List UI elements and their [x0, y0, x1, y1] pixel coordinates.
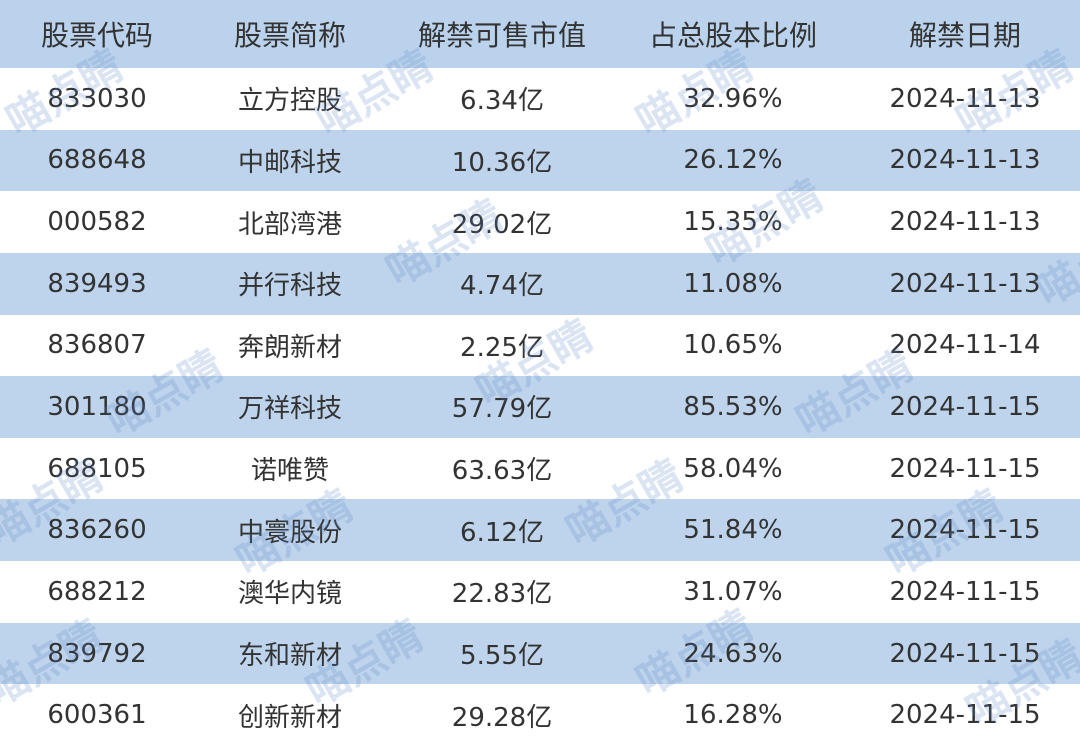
table-row: 836260 中寰股份 6.12亿 51.84% 2024-11-15 — [0, 499, 1080, 562]
table-cell: 16.28% — [683, 700, 783, 731]
table-cell: 中寰股份 — [237, 517, 342, 548]
header-row: 股票代码 股票简称 解禁可售市值 占总股本比例 解禁日期 — [0, 0, 1080, 68]
table-cell: 6.34亿 — [460, 86, 544, 117]
header-cell: 解禁可售市值 — [417, 19, 586, 52]
table-cell: 奔朗新材 — [237, 332, 342, 363]
table-cell: 10.36亿 — [451, 147, 553, 178]
table-cell: 63.63亿 — [451, 456, 553, 487]
table-cell: 创新新材 — [237, 702, 342, 733]
table-cell: 2024-11-15 — [889, 638, 1041, 669]
table-cell: 5.55亿 — [460, 641, 544, 672]
table-cell: 2024-11-15 — [889, 576, 1041, 607]
table-cell: 836807 — [47, 330, 147, 361]
table-cell: 51.84% — [683, 515, 783, 546]
table-cell: 2024-11-15 — [889, 515, 1041, 546]
table-cell: 600361 — [47, 700, 147, 731]
table-cell: 10.65% — [683, 330, 783, 361]
table-cell: 688648 — [47, 145, 147, 176]
table-cell: 2024-11-13 — [889, 83, 1041, 114]
table-cell: 833030 — [47, 83, 147, 114]
table-cell: 6.12亿 — [460, 517, 544, 548]
table-cell: 中邮科技 — [237, 147, 342, 178]
table-cell: 22.83亿 — [451, 579, 553, 610]
table-cell: 2024-11-15 — [889, 391, 1041, 422]
table-row: 688212 澳华内镜 22.83亿 31.07% 2024-11-15 — [0, 561, 1080, 623]
table-cell: 万祥科技 — [237, 394, 342, 425]
table-row: 839792 东和新材 5.55亿 24.63% 2024-11-15 — [0, 622, 1080, 685]
table-row: 600361 创新新材 29.28亿 16.28% 2024-11-15 — [0, 684, 1080, 746]
header-cell: 股票代码 — [40, 19, 153, 52]
table-cell: 57.79亿 — [451, 394, 553, 425]
table-cell: 000582 — [47, 207, 147, 238]
table-cell: 北部湾港 — [237, 209, 342, 240]
table-cell: 诺唯赞 — [250, 456, 329, 487]
table-cell: 2024-11-15 — [889, 700, 1041, 731]
table-cell: 2024-11-13 — [889, 207, 1041, 238]
table-cell: 31.07% — [683, 576, 783, 607]
table-cell: 并行科技 — [237, 271, 342, 302]
table-cell: 688105 — [47, 453, 147, 484]
table-cell: 301180 — [47, 391, 147, 422]
table-cell: 2024-11-14 — [889, 330, 1041, 361]
table-cell: 836260 — [47, 515, 147, 546]
table-row: 833030 立方控股 6.34亿 32.96% 2024-11-13 — [0, 68, 1080, 130]
table-cell: 澳华内镜 — [237, 579, 342, 610]
table-row: 688648 中邮科技 10.36亿 26.12% 2024-11-13 — [0, 129, 1080, 192]
table-cell: 立方控股 — [237, 86, 342, 117]
table-cell: 2024-11-15 — [889, 453, 1041, 484]
table-row: 000582 北部湾港 29.02亿 15.35% 2024-11-13 — [0, 191, 1080, 253]
table-cell: 85.53% — [683, 391, 783, 422]
table-cell: 4.74亿 — [460, 271, 544, 302]
table-cell: 58.04% — [683, 453, 783, 484]
header-cell: 解禁日期 — [908, 19, 1021, 52]
header-cell: 股票简称 — [233, 19, 346, 52]
table-cell: 32.96% — [683, 83, 783, 114]
table-cell: 688212 — [47, 576, 147, 607]
header-cell: 占总股本比例 — [648, 19, 817, 52]
table-row: 836807 奔朗新材 2.25亿 10.65% 2024-11-14 — [0, 314, 1080, 377]
table-cell: 东和新材 — [237, 641, 342, 672]
table-cell: 24.63% — [683, 638, 783, 669]
table-cell: 29.28亿 — [451, 702, 553, 733]
table-cell: 26.12% — [683, 145, 783, 176]
table-row: 688105 诺唯赞 63.63亿 58.04% 2024-11-15 — [0, 437, 1080, 500]
table-cell: 15.35% — [683, 207, 783, 238]
table-row: 839493 并行科技 4.74亿 11.08% 2024-11-13 — [0, 252, 1080, 315]
table-cell: 2024-11-13 — [889, 145, 1041, 176]
table-cell: 839792 — [47, 638, 147, 669]
table-cell: 2024-11-13 — [889, 268, 1041, 299]
table-cell: 2.25亿 — [460, 332, 544, 363]
table-cell: 839493 — [47, 268, 147, 299]
table-cell: 11.08% — [683, 268, 783, 299]
table-cell: 29.02亿 — [451, 209, 553, 240]
table-row: 301180 万祥科技 57.79亿 85.53% 2024-11-15 — [0, 376, 1080, 438]
